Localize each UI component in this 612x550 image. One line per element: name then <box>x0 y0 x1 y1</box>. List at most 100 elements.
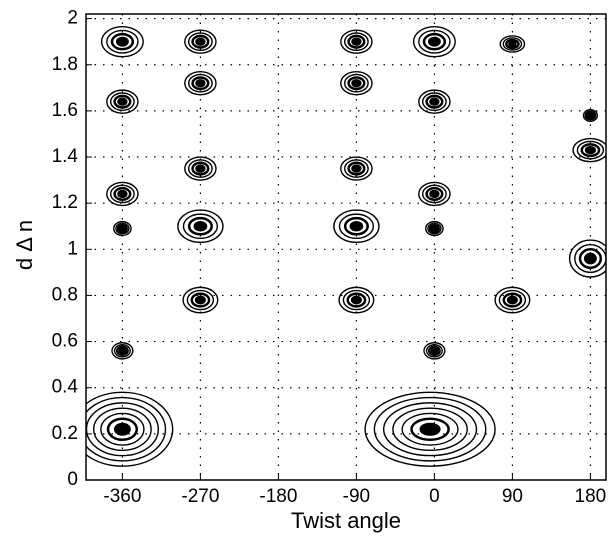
contour-ring <box>347 161 366 176</box>
x-tick-label: 180 <box>575 486 607 507</box>
contour-ring <box>506 295 518 305</box>
x-axis-label: Twist angle <box>291 508 401 533</box>
contour-ring <box>194 295 206 305</box>
contour-ring <box>113 220 132 237</box>
contour-ring <box>111 342 134 360</box>
contour-ring <box>340 70 373 96</box>
contour-ring <box>116 223 128 234</box>
contour-ring <box>117 189 128 199</box>
x-tick-label: -90 <box>343 486 370 507</box>
contour-ring <box>580 143 601 158</box>
contour-ring <box>572 137 606 163</box>
contour-ring <box>505 38 520 50</box>
contour-ring <box>182 286 219 314</box>
contour-ring <box>343 216 369 236</box>
y-tick-label: 1 <box>67 238 78 259</box>
plot-frame <box>85 13 607 481</box>
contour-ring <box>110 32 135 51</box>
contour-ring <box>342 289 371 311</box>
contour-ring <box>418 89 451 114</box>
contour-ring <box>422 32 447 51</box>
contour-ring <box>340 29 373 54</box>
contour-ring <box>373 396 487 462</box>
contour-ring <box>115 222 130 235</box>
contour-ring <box>585 111 596 120</box>
contour-ring <box>502 37 523 51</box>
contour-ring <box>351 37 362 46</box>
contour-ring <box>190 292 211 308</box>
contour-ring <box>582 109 599 122</box>
contour-ring <box>186 289 215 311</box>
contour-ring <box>343 73 369 93</box>
contour-ring <box>347 34 366 49</box>
contour-ring <box>340 156 373 181</box>
contour-ring <box>113 186 132 201</box>
contour-ring <box>187 73 213 93</box>
y-tick-label: 1.8 <box>52 54 78 75</box>
contour-ring <box>429 189 440 199</box>
contour-ring <box>351 79 362 88</box>
contour-ring <box>338 213 374 240</box>
contour-ring <box>184 70 217 96</box>
contour-ring <box>106 29 139 54</box>
y-tick-label: 1.4 <box>52 146 79 167</box>
contour-ring <box>425 94 444 109</box>
contour-ring <box>587 112 594 119</box>
contour-ring <box>333 209 380 244</box>
contour-ring <box>349 220 364 232</box>
contour-ring <box>418 181 451 207</box>
contour-ring <box>502 292 523 308</box>
contour-ring <box>412 25 456 58</box>
contour-ring <box>584 145 596 155</box>
y-tick-label: 0.4 <box>52 377 79 398</box>
contour-ring <box>191 76 210 91</box>
contour-ring <box>184 156 217 181</box>
contour-ring <box>115 345 129 357</box>
contour-ring <box>421 92 447 112</box>
contour-ring <box>193 220 208 232</box>
x-tick-label: -270 <box>181 486 219 507</box>
contour-ring <box>182 213 218 240</box>
contour-ring <box>187 32 213 52</box>
contour-ring <box>338 286 375 314</box>
contour-ring <box>191 161 210 176</box>
contour-ring <box>92 407 152 452</box>
contour-ring <box>106 181 139 207</box>
contour-ring <box>427 222 442 235</box>
contour-ring <box>574 243 606 274</box>
contour-ring <box>100 412 145 446</box>
contour-ring <box>583 252 597 265</box>
contour-ring <box>343 32 369 52</box>
contour-ring <box>364 391 496 467</box>
contour-ring <box>494 286 531 314</box>
contour-ring <box>106 417 139 442</box>
contour-ring <box>401 412 459 446</box>
contour-ring <box>113 344 131 358</box>
y-tick-label: 0.2 <box>52 423 78 444</box>
contour-ring <box>419 422 441 436</box>
contour-ring <box>499 35 526 53</box>
contour-ring <box>106 89 139 114</box>
contour-ring <box>195 37 206 46</box>
y-tick-label: 1.6 <box>52 100 78 121</box>
contour-ring <box>392 407 468 452</box>
contour-ring <box>115 36 129 47</box>
contour-ring <box>568 239 606 278</box>
contour-ring <box>187 216 213 236</box>
contour-ring <box>343 159 369 178</box>
contour-ring <box>195 164 206 173</box>
contour-ring <box>113 422 131 436</box>
x-tick-label: -360 <box>103 486 141 507</box>
contour-ring <box>347 76 366 91</box>
contour-ring <box>508 40 517 48</box>
contour-ring <box>423 342 446 360</box>
y-tick-label: 2 <box>67 8 78 29</box>
contour-ring <box>427 345 441 357</box>
contour-ring <box>427 36 441 47</box>
contour-ring <box>346 292 367 308</box>
contours <box>86 25 606 467</box>
contour-ring <box>410 417 450 442</box>
contour-ring <box>118 347 127 355</box>
contour-ring <box>421 184 447 204</box>
contour-ring <box>187 159 213 178</box>
